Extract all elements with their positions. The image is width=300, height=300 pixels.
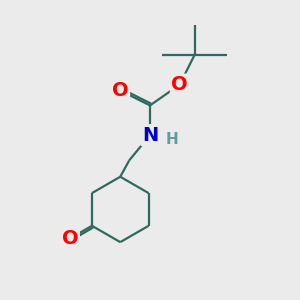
Text: N: N xyxy=(142,126,158,145)
Text: H: H xyxy=(166,132,179,147)
Text: O: O xyxy=(112,81,129,100)
Text: O: O xyxy=(171,75,188,94)
Text: O: O xyxy=(62,229,78,248)
